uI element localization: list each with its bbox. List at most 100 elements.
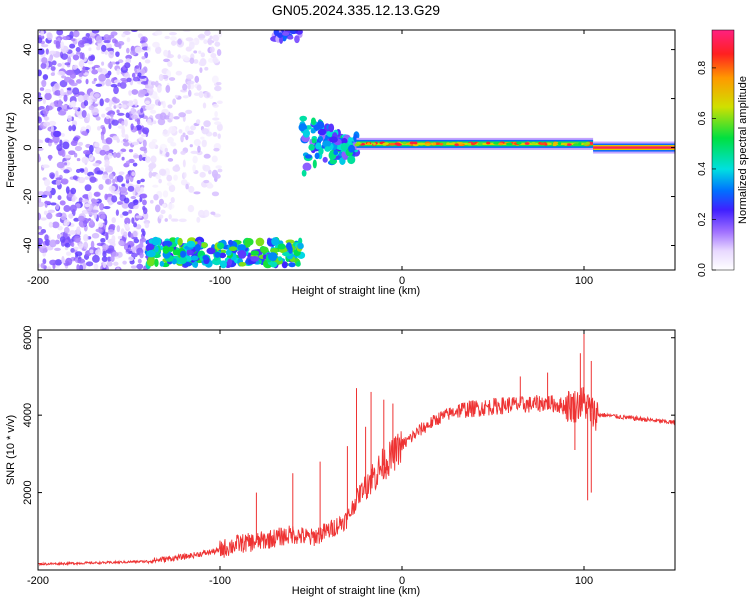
heatmap-cell <box>150 81 156 86</box>
heatmap-cell <box>38 147 44 151</box>
heatmap-cell <box>324 146 331 152</box>
heatmap-cell <box>477 142 483 146</box>
heatmap-cell <box>72 106 79 111</box>
heatmap-cell <box>127 185 135 192</box>
x-tick-label: -200 <box>27 575 49 587</box>
heatmap-cell <box>38 201 45 208</box>
heatmap-cell <box>154 204 161 213</box>
heatmap-cell <box>78 60 85 68</box>
heatmap-cell <box>59 236 66 243</box>
heatmap-cell <box>123 231 128 238</box>
heatmap-cell <box>225 249 232 256</box>
heatmap-cell <box>209 46 215 53</box>
heatmap-cell <box>147 118 152 126</box>
heatmap-cell <box>42 108 49 115</box>
heatmap-cell <box>281 261 288 269</box>
heatmap-cell <box>148 170 153 179</box>
heatmap-cell <box>63 204 71 213</box>
heatmap-cell <box>136 119 141 125</box>
heatmap-cell <box>189 41 195 50</box>
heatmap-cell <box>530 141 537 145</box>
heatmap-cell <box>207 37 213 45</box>
heatmap-cell <box>117 112 125 116</box>
heatmap-feature-scatter_noise <box>38 30 151 270</box>
heatmap-cell <box>182 83 188 91</box>
heatmap-cell <box>122 211 129 216</box>
heatmap-cell <box>301 169 307 177</box>
heatmap-cell <box>201 139 207 148</box>
heatmap-cell <box>88 55 95 62</box>
heatmap-cell <box>121 127 126 135</box>
heatmap-cell <box>117 82 122 87</box>
heatmap-cell <box>102 250 107 258</box>
carrier-core <box>593 146 675 149</box>
heatmap-cell <box>158 73 164 82</box>
heatmap-cell <box>57 63 62 67</box>
heatmap-cell <box>486 141 491 145</box>
heatmap-cell <box>54 90 62 96</box>
heatmap-cell <box>180 250 186 258</box>
heatmap-cell <box>211 155 218 163</box>
heatmap-cell <box>402 141 407 145</box>
heatmap-cell <box>122 141 130 147</box>
heatmap-cell <box>193 59 199 64</box>
heatmap-cell <box>237 244 247 252</box>
heatmap-cell <box>68 213 74 219</box>
heatmap-cell <box>82 66 86 74</box>
heatmap-cell <box>126 77 132 83</box>
heatmap-cell <box>104 72 111 79</box>
heatmap-feature-sparse_noise <box>144 30 223 224</box>
x-tick-label: -100 <box>209 275 231 287</box>
heatmap-cell <box>86 113 91 121</box>
heatmap-cell <box>506 142 513 146</box>
heatmap-cell <box>140 186 144 193</box>
heatmap-cell <box>162 100 166 109</box>
heatmap-cell <box>189 57 195 64</box>
heatmap-cell <box>93 211 98 220</box>
heatmap-cell <box>91 232 100 239</box>
heatmap-cell <box>168 184 176 193</box>
heatmap-cell <box>157 118 166 126</box>
heatmap-cell <box>182 30 191 33</box>
heatmap-cell <box>409 141 415 145</box>
heatmap-cell <box>117 59 124 63</box>
heatmap-cell <box>167 246 175 252</box>
heatmap-cell <box>200 59 204 67</box>
heatmap-cell <box>95 35 103 44</box>
heatmap-cell <box>119 81 127 89</box>
heatmap-cell <box>126 37 131 43</box>
heatmap-cell <box>424 143 432 146</box>
heatmap-cell <box>154 258 159 268</box>
heatmap-cell <box>111 119 119 126</box>
heatmap-cell <box>41 57 48 64</box>
heatmap-cell <box>110 255 115 262</box>
heatmap-cell <box>95 83 103 87</box>
heatmap-cell <box>89 249 94 254</box>
heatmap-cell <box>193 92 200 97</box>
heatmap-cell <box>38 197 42 203</box>
heatmap-cell <box>56 144 63 152</box>
heatmap-cell <box>55 170 59 177</box>
heatmap-cell <box>53 130 61 138</box>
heatmap-cell <box>115 209 119 216</box>
heatmap-cell <box>43 121 51 127</box>
heatmap-cell <box>192 155 198 164</box>
heatmap-cell <box>101 61 105 66</box>
colorbar-tick-label: 0.6 <box>697 111 708 125</box>
heatmap-cell <box>192 164 196 173</box>
heatmap-cell <box>314 152 320 160</box>
heatmap-cell <box>328 123 335 133</box>
heatmap-cell <box>38 116 43 124</box>
heatmap-cell <box>203 120 211 128</box>
heatmap-cell <box>90 240 95 249</box>
heatmap-cell <box>130 50 137 56</box>
heatmap-cell <box>51 221 60 229</box>
heatmap-cell <box>238 261 247 267</box>
heatmap-cell <box>70 187 77 195</box>
heatmap-cell <box>120 148 127 153</box>
heatmap-cell <box>124 62 131 69</box>
heatmap-cell <box>333 150 339 156</box>
heatmap-cell <box>126 47 130 54</box>
heatmap-cell <box>82 262 87 270</box>
heatmap-cell <box>102 267 107 270</box>
